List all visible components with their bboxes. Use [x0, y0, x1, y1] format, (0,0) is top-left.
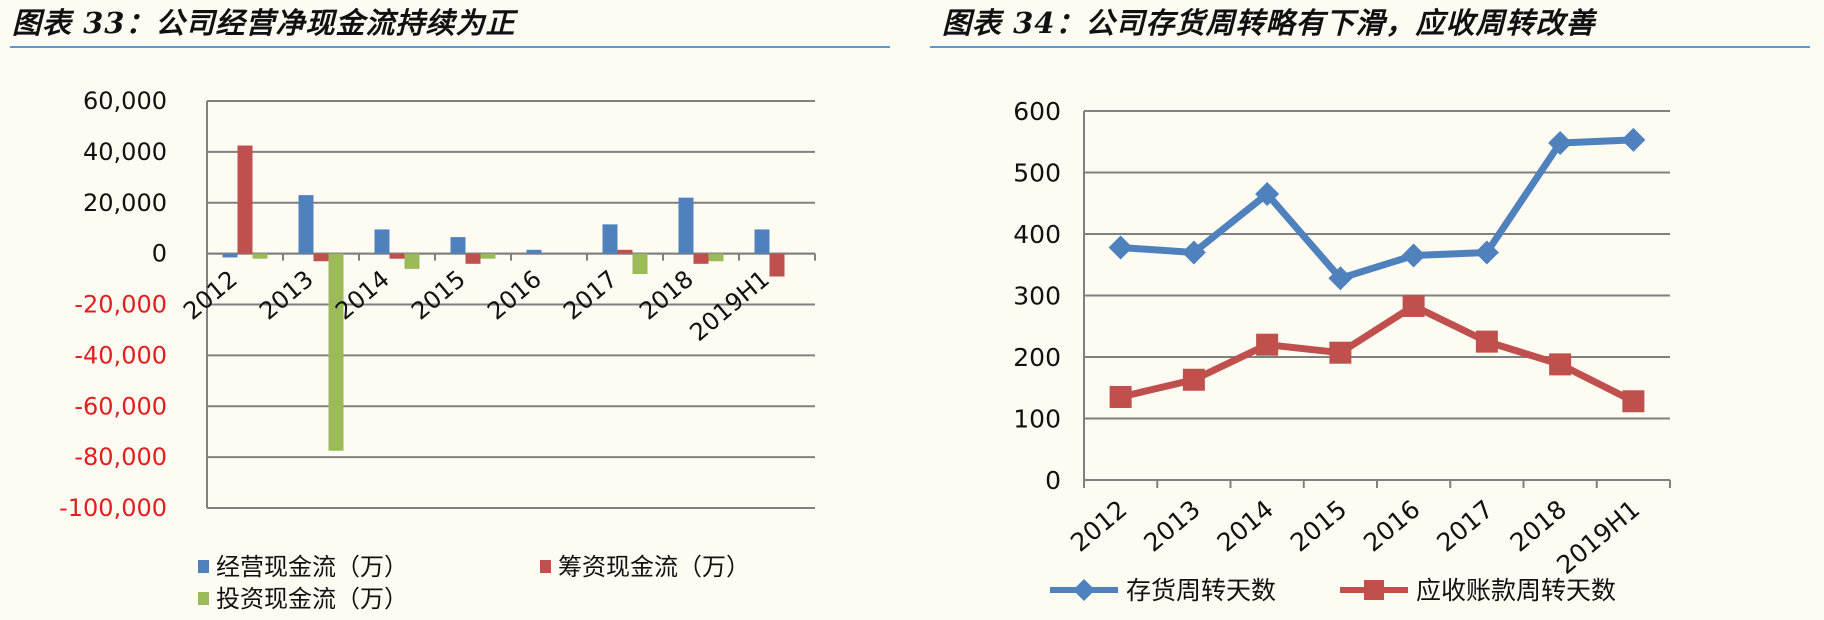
- line-y-tick-label-1: 500: [1013, 159, 1061, 188]
- line-point-1-2018: [1549, 353, 1572, 376]
- line-point-0-2014: [1255, 182, 1280, 207]
- line-point-0-2018: [1548, 130, 1573, 155]
- bar-legend-swatch-0: [198, 560, 209, 573]
- bar-2-2015: [480, 253, 496, 259]
- line-point-0-2019H1: [1621, 127, 1646, 152]
- line-point-1-2016: [1402, 294, 1425, 317]
- bar-x-category-label-7: 2019H1: [685, 265, 775, 347]
- bar-0-2012: [222, 253, 238, 258]
- bar-0-2016: [526, 249, 542, 254]
- bar-y-tick-label-8: -100,000: [59, 494, 167, 522]
- line-point-1-2013: [1182, 368, 1205, 391]
- line-x-category-label-2: 2014: [1212, 494, 1279, 557]
- line-point-1-2019H1: [1622, 390, 1645, 413]
- line-point-1-2017: [1475, 330, 1498, 353]
- bar-0-2017: [602, 224, 618, 254]
- line-point-1-2012: [1109, 385, 1132, 408]
- bar-x-category-label-4: 2016: [482, 265, 547, 326]
- bar-1-2012: [237, 145, 253, 254]
- line-series-1: [1119, 302, 1635, 405]
- line-point-0-2015: [1328, 266, 1353, 291]
- bar-y-tick-label-4: -20,000: [74, 291, 167, 319]
- bar-1-2017: [617, 249, 633, 254]
- line-y-tick-label-4: 200: [1013, 343, 1061, 372]
- bar-legend-swatch-1: [540, 560, 551, 573]
- figure-34-panel: 图表 34：公司存货周转略有下滑，应收周转改善 600 500 400 300 200 1…: [930, 0, 1824, 620]
- line-x-category-label-4: 2016: [1358, 494, 1425, 557]
- bar-y-tick-label-2: 20,000: [83, 189, 167, 217]
- line-point-0-2013: [1181, 240, 1206, 265]
- bar-0-2015: [450, 237, 466, 254]
- bar-1-2018: [693, 253, 709, 264]
- line-legend-label-0: 存货周转天数: [1126, 576, 1276, 605]
- line-y-tick-label-6: 0: [1045, 466, 1061, 495]
- bar-legend-label-0: 经营现金流（万）: [216, 553, 408, 581]
- bar-y-tick-label-6: -60,000: [74, 392, 167, 420]
- bar-x-category-label-0: 2012: [178, 265, 243, 326]
- figure-33-title-rule: [10, 46, 890, 48]
- bar-x-category-label-1: 2013: [254, 265, 319, 326]
- bar-1-2015: [465, 253, 481, 264]
- line-y-tick-label-2: 400: [1013, 220, 1061, 249]
- line-legend-marker-0: [1073, 579, 1095, 601]
- line-y-tick-label-0: 600: [1013, 97, 1061, 126]
- cash-flow-bar-chart: 60,000 40,000 20,000 0 -20,000 -40,000 -60,000…: [59, 87, 816, 613]
- bar-0-2013: [298, 195, 314, 254]
- bar-x-category-label-5: 2017: [558, 265, 623, 326]
- line-series-0: [1120, 136, 1634, 282]
- bar-1-2013: [313, 253, 329, 262]
- bar-1-2019H1: [769, 253, 785, 277]
- line-legend-label-1: 应收账款周转天数: [1416, 576, 1616, 605]
- line-point-1-2014: [1256, 333, 1279, 356]
- figure-33-panel: 图表 33：公司经营净现金流持续为正 60,000 40,000 20,000 0 -2…: [0, 0, 900, 620]
- line-x-category-label-0: 2012: [1065, 494, 1132, 557]
- bar-2-2018: [708, 253, 724, 262]
- bar-x-category-label-3: 2015: [406, 265, 471, 326]
- bar-2-2017: [632, 253, 648, 274]
- figure-34-title-rule: [930, 46, 1810, 48]
- bar-2-2012: [252, 253, 268, 259]
- line-y-tick-label-3: 300: [1013, 282, 1061, 311]
- line-point-0-2012: [1108, 235, 1133, 260]
- line-x-category-label-3: 2015: [1285, 494, 1352, 557]
- line-x-category-label-1: 2013: [1138, 494, 1205, 557]
- bar-legend-swatch-2: [198, 592, 209, 605]
- bar-y-tick-label-5: -40,000: [74, 341, 167, 369]
- bar-y-tick-label-1: 40,000: [83, 138, 167, 166]
- bar-y-tick-label-7: -80,000: [74, 443, 167, 471]
- bar-2-2013: [328, 253, 344, 451]
- bar-1-2014: [389, 253, 405, 259]
- bar-y-tick-label-3: 0: [152, 240, 167, 268]
- line-x-category-label-7: 2019H1: [1551, 494, 1645, 579]
- line-legend-marker-1: [1364, 580, 1384, 600]
- line-point-1-2015: [1329, 341, 1352, 364]
- figure-34-title: 图表 34：公司存货周转略有下滑，应收周转改善: [942, 6, 1596, 40]
- bar-legend-label-1: 筹资现金流（万）: [558, 553, 750, 581]
- bar-0-2018: [678, 197, 694, 254]
- bar-legend-label-2: 投资现金流（万）: [216, 585, 408, 613]
- line-point-0-2017: [1474, 240, 1499, 265]
- line-y-tick-label-5: 100: [1013, 405, 1061, 434]
- line-point-0-2016: [1401, 243, 1426, 268]
- bar-0-2019H1: [754, 229, 770, 254]
- line-x-category-label-5: 2017: [1431, 494, 1498, 557]
- bar-0-2014: [374, 229, 390, 254]
- bar-2-2014: [404, 253, 420, 269]
- figure-33-title: 图表 33：公司经营净现金流持续为正: [12, 6, 516, 40]
- bar-y-tick-label-0: 60,000: [83, 87, 167, 115]
